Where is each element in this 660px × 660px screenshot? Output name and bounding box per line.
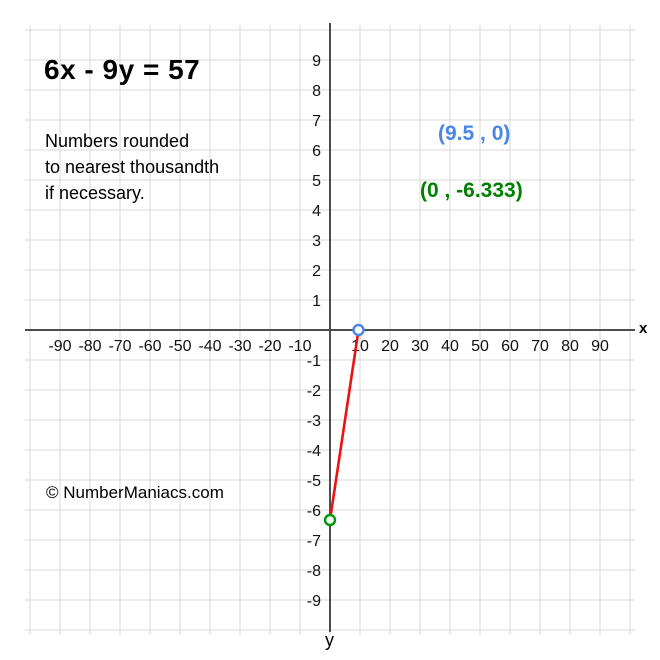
x-intercept-label: (9.5 , 0) <box>438 122 511 145</box>
y-tick-label: 7 <box>312 113 321 130</box>
x-tick-label: -40 <box>198 338 221 355</box>
x-tick-label: -10 <box>288 338 311 355</box>
rounding-note-line2: to nearest thousandth <box>45 157 220 177</box>
y-tick-label: -1 <box>307 353 321 370</box>
y-tick-label: -9 <box>307 593 321 610</box>
y-tick-label: 1 <box>312 293 321 310</box>
y-tick-label: 5 <box>312 173 321 190</box>
y-tick-label: 4 <box>312 203 321 220</box>
x-tick-label: -50 <box>168 338 191 355</box>
y-tick-label: -7 <box>307 533 321 550</box>
y-tick-label: -3 <box>307 413 321 430</box>
rounding-note-line1: Numbers rounded <box>45 131 190 151</box>
x-tick-label: -30 <box>228 338 251 355</box>
y-axis-letter: y <box>325 630 334 650</box>
watermark-text: © NumberManiacs.com <box>46 483 224 502</box>
y-tick-label: 9 <box>312 53 321 70</box>
x-tick-label: 50 <box>471 338 489 355</box>
x-tick-label: -80 <box>78 338 101 355</box>
y-tick-label: -4 <box>307 443 321 460</box>
y-tick-label: 2 <box>312 263 321 280</box>
x-tick-label: 40 <box>441 338 459 355</box>
rounding-note-line3: if necessary. <box>45 183 145 203</box>
equation-title: 6x - 9y = 57 <box>44 54 201 85</box>
y-tick-label: 3 <box>312 233 321 250</box>
x-tick-label: -60 <box>138 338 161 355</box>
x-tick-label: 30 <box>411 338 429 355</box>
x-axis-letter: x <box>639 320 648 337</box>
y-tick-label: 8 <box>312 83 321 100</box>
x-tick-label: -90 <box>48 338 71 355</box>
y-intercept-label: (0 , -6.333) <box>420 179 523 202</box>
x-intercept-point <box>352 323 365 337</box>
y-tick-label: -5 <box>307 473 321 490</box>
x-tick-label: 90 <box>591 338 609 355</box>
x-tick-label: 80 <box>561 338 579 355</box>
y-tick-label: 6 <box>312 143 321 160</box>
y-tick-label: -8 <box>307 563 321 580</box>
x-tick-label: -70 <box>108 338 131 355</box>
y-tick-label: -2 <box>307 383 321 400</box>
x-tick-label: 10 <box>351 338 369 355</box>
equation-line-segment <box>328 329 360 521</box>
rounding-note: Numbers rounded to nearest thousandth if… <box>45 128 219 206</box>
x-tick-label: 70 <box>531 338 549 355</box>
x-tick-label: -20 <box>258 338 281 355</box>
y-intercept-point <box>323 513 337 527</box>
x-tick-label: 60 <box>501 338 519 355</box>
x-tick-label: 20 <box>381 338 399 355</box>
y-tick-label: -6 <box>307 503 321 520</box>
